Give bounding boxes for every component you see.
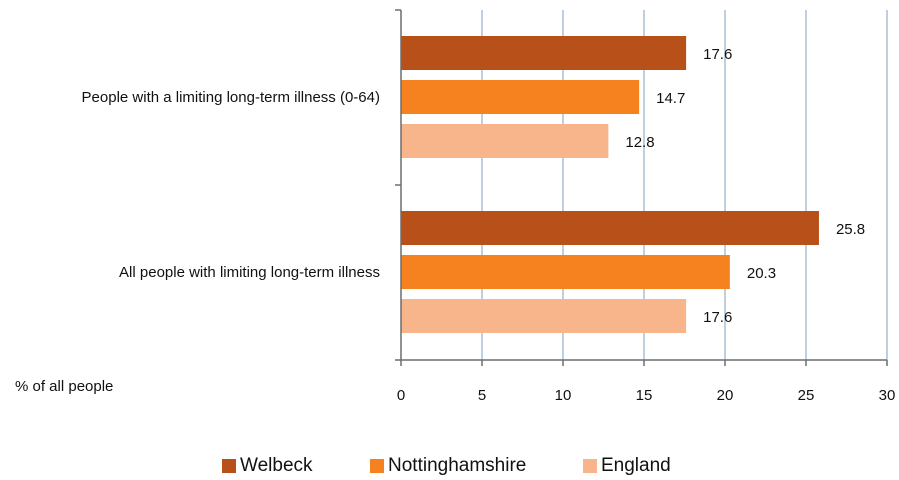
x-tick-label-2: 10 xyxy=(555,387,572,404)
data-label-welbeck-1: 25.8 xyxy=(836,221,865,238)
legend-swatch-welbeck xyxy=(222,459,236,473)
bar-nottinghamshire-0 xyxy=(401,80,640,114)
bar-england-0 xyxy=(401,124,609,158)
x-tick-label-6: 30 xyxy=(879,387,896,404)
bar-welbeck-1 xyxy=(401,211,819,245)
bar-chart-plot: People with a limiting long-term illness… xyxy=(15,9,896,404)
data-label-nottinghamshire-1: 20.3 xyxy=(747,265,776,282)
legend-item-welbeck: Welbeck xyxy=(222,456,313,476)
legend-label-nottinghamshire: Nottinghamshire xyxy=(388,455,527,476)
data-label-nottinghamshire-0: 14.7 xyxy=(656,90,685,107)
x-tick-label-5: 25 xyxy=(798,387,815,404)
legend-swatch-england xyxy=(583,459,597,473)
category-label-1: All people with limiting long-term illne… xyxy=(119,264,380,281)
legend-item-england: England xyxy=(583,456,671,476)
data-label-welbeck-0: 17.6 xyxy=(703,46,732,63)
x-tick-label-3: 15 xyxy=(636,387,653,404)
legend-swatch-nottinghamshire xyxy=(370,459,384,473)
x-tick-label-4: 20 xyxy=(717,387,734,404)
legend-label-welbeck: Welbeck xyxy=(240,455,313,476)
bar-england-1 xyxy=(401,299,687,333)
x-axis-label: % of all people xyxy=(15,378,113,395)
bar-welbeck-0 xyxy=(401,36,687,70)
legend-label-england: England xyxy=(601,455,671,476)
x-tick-label-1: 5 xyxy=(478,387,486,404)
bar-nottinghamshire-1 xyxy=(401,255,730,289)
category-label-0: People with a limiting long-term illness… xyxy=(82,89,380,106)
x-tick-label-0: 0 xyxy=(397,387,405,404)
legend: Welbeck Nottinghamshire England xyxy=(0,452,899,480)
legend-item-nottinghamshire: Nottinghamshire xyxy=(370,456,526,476)
data-label-england-1: 17.6 xyxy=(703,309,732,326)
data-label-england-0: 12.8 xyxy=(625,134,654,151)
